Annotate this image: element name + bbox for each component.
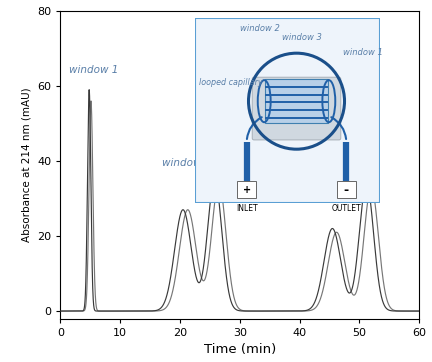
FancyBboxPatch shape: [238, 181, 256, 198]
Text: window 2: window 2: [162, 159, 211, 168]
Text: window 3: window 3: [314, 162, 364, 172]
Y-axis label: Absorbance at 214 nm (mAU): Absorbance at 214 nm (mAU): [22, 87, 32, 242]
Text: +: +: [243, 185, 251, 195]
Text: -: -: [344, 184, 349, 197]
FancyBboxPatch shape: [337, 181, 356, 198]
FancyBboxPatch shape: [265, 79, 328, 123]
Text: window 1: window 1: [70, 65, 119, 75]
X-axis label: Time (min): Time (min): [203, 343, 276, 356]
FancyBboxPatch shape: [195, 18, 380, 203]
Text: window 3: window 3: [282, 33, 322, 42]
Text: OUTLET: OUTLET: [331, 204, 361, 212]
Text: window 1: window 1: [343, 48, 383, 56]
FancyBboxPatch shape: [252, 77, 341, 140]
Text: looped capillary: looped capillary: [199, 78, 262, 87]
Text: INLET: INLET: [236, 204, 257, 212]
Text: window 2: window 2: [240, 24, 280, 33]
